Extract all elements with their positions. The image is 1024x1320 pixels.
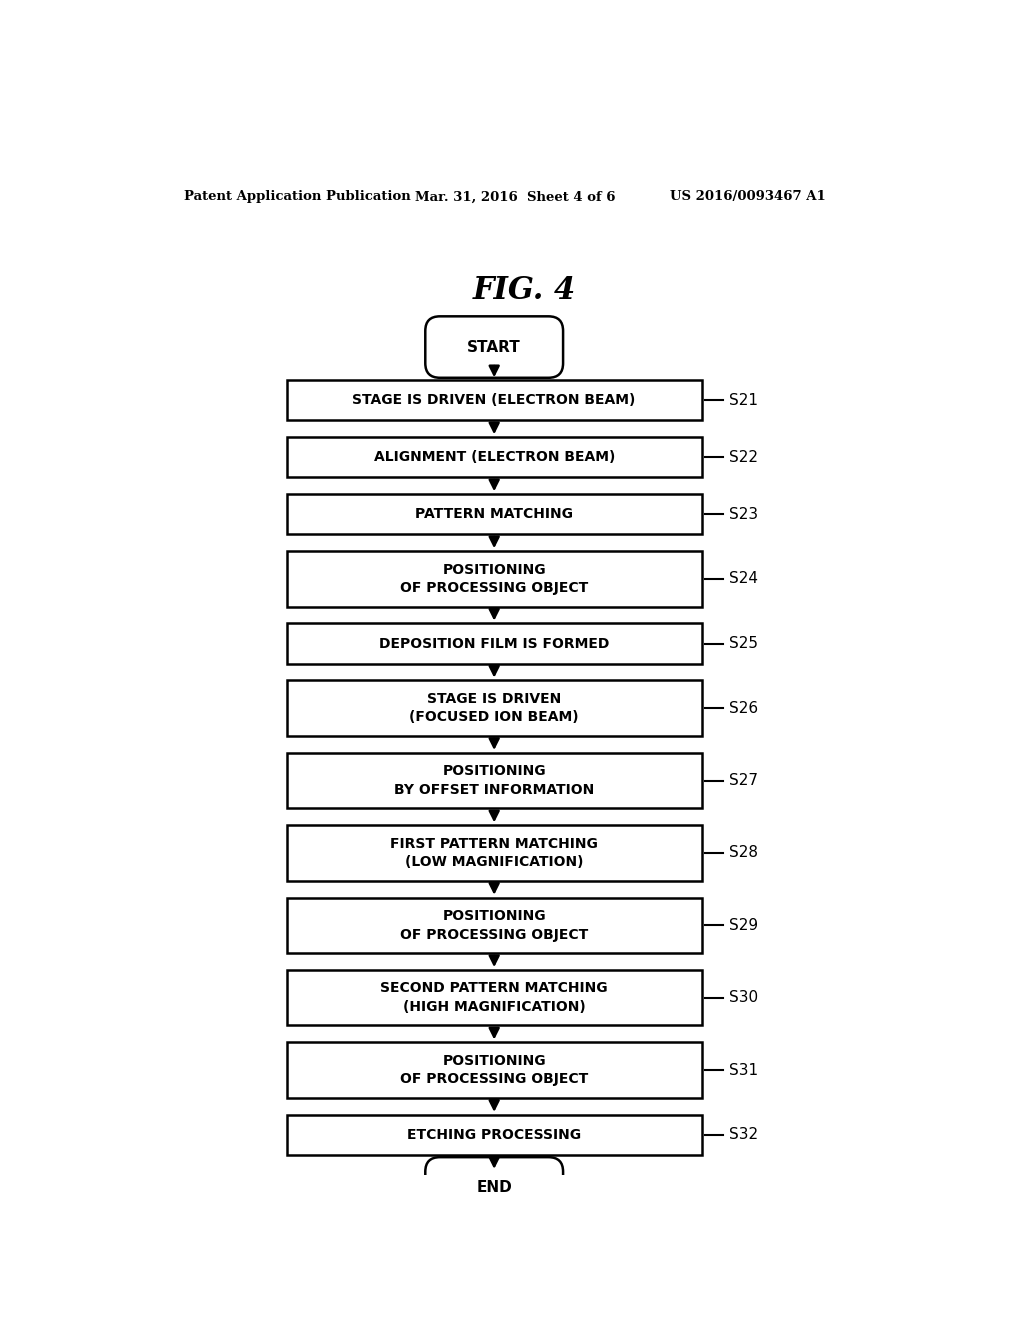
Text: S22: S22 [729, 450, 759, 465]
Text: ALIGNMENT (ELECTRON BEAM): ALIGNMENT (ELECTRON BEAM) [374, 450, 614, 465]
FancyBboxPatch shape [287, 623, 701, 664]
Text: S27: S27 [729, 774, 759, 788]
Text: DEPOSITION FILM IS FORMED: DEPOSITION FILM IS FORMED [379, 636, 609, 651]
Text: FIG. 4: FIG. 4 [473, 276, 577, 306]
Text: S25: S25 [729, 636, 759, 651]
Text: S23: S23 [729, 507, 759, 521]
Text: S24: S24 [729, 572, 759, 586]
Text: POSITIONING
OF PROCESSING OBJECT: POSITIONING OF PROCESSING OBJECT [400, 909, 589, 941]
Text: S29: S29 [729, 917, 759, 933]
Text: S30: S30 [729, 990, 759, 1006]
Text: STAGE IS DRIVEN (ELECTRON BEAM): STAGE IS DRIVEN (ELECTRON BEAM) [352, 393, 636, 407]
Text: S21: S21 [729, 392, 759, 408]
Text: S31: S31 [729, 1063, 759, 1077]
FancyBboxPatch shape [287, 1043, 701, 1098]
FancyBboxPatch shape [425, 317, 563, 378]
Text: FIRST PATTERN MATCHING
(LOW MAGNIFICATION): FIRST PATTERN MATCHING (LOW MAGNIFICATIO… [390, 837, 598, 869]
FancyBboxPatch shape [287, 552, 701, 607]
Text: POSITIONING
OF PROCESSING OBJECT: POSITIONING OF PROCESSING OBJECT [400, 562, 589, 595]
FancyBboxPatch shape [425, 1158, 563, 1218]
Text: SECOND PATTERN MATCHING
(HIGH MAGNIFICATION): SECOND PATTERN MATCHING (HIGH MAGNIFICAT… [380, 982, 608, 1014]
Text: POSITIONING
BY OFFSET INFORMATION: POSITIONING BY OFFSET INFORMATION [394, 764, 594, 797]
Text: S28: S28 [729, 845, 759, 861]
FancyBboxPatch shape [287, 898, 701, 953]
FancyBboxPatch shape [287, 752, 701, 808]
Text: START: START [467, 339, 521, 355]
Text: US 2016/0093467 A1: US 2016/0093467 A1 [671, 190, 826, 203]
FancyBboxPatch shape [287, 681, 701, 737]
Text: POSITIONING
OF PROCESSING OBJECT: POSITIONING OF PROCESSING OBJECT [400, 1053, 589, 1086]
FancyBboxPatch shape [287, 380, 701, 420]
FancyBboxPatch shape [287, 494, 701, 535]
FancyBboxPatch shape [287, 437, 701, 478]
Text: STAGE IS DRIVEN
(FOCUSED ION BEAM): STAGE IS DRIVEN (FOCUSED ION BEAM) [410, 692, 579, 725]
Text: Mar. 31, 2016  Sheet 4 of 6: Mar. 31, 2016 Sheet 4 of 6 [415, 190, 615, 203]
Text: PATTERN MATCHING: PATTERN MATCHING [415, 507, 573, 521]
Text: S26: S26 [729, 701, 759, 715]
Text: END: END [476, 1180, 512, 1196]
Text: Patent Application Publication: Patent Application Publication [183, 190, 411, 203]
FancyBboxPatch shape [287, 970, 701, 1026]
FancyBboxPatch shape [287, 1114, 701, 1155]
FancyBboxPatch shape [287, 825, 701, 880]
Text: ETCHING PROCESSING: ETCHING PROCESSING [408, 1127, 582, 1142]
Text: S32: S32 [729, 1127, 759, 1142]
